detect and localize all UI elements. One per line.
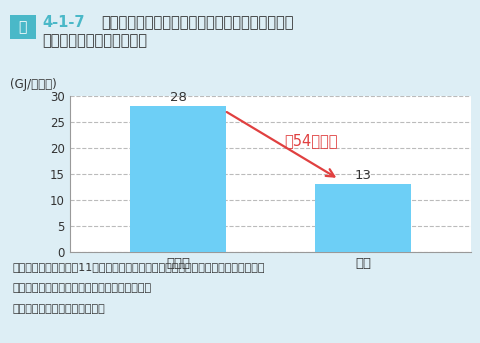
Text: 年間冷暖房エネルギー消費量の高断熱高気密住宅: 年間冷暖房エネルギー消費量の高断熱高気密住宅 [101, 15, 293, 30]
Text: 資料：国土交通省資料より作成: 資料：国土交通省資料より作成 [12, 304, 105, 314]
Text: と無断熱住宅における比較: と無断熱住宅における比較 [42, 33, 147, 48]
Text: 約54％削減: 約54％削減 [283, 133, 337, 148]
Text: 13: 13 [354, 169, 371, 182]
Text: 注：省エネ基準（平成11年基準）で断熱した住宅と無断熱住宅（いずれも戸建て）: 注：省エネ基準（平成11年基準）で断熱した住宅と無断熱住宅（いずれも戸建て） [12, 262, 264, 272]
Text: 28: 28 [169, 91, 186, 104]
Bar [314, 185, 410, 252]
Text: 図: 図 [19, 20, 27, 34]
Bar [130, 106, 226, 252]
Text: 4-1-7: 4-1-7 [42, 15, 84, 31]
Text: (GJ/年・戸): (GJ/年・戸) [10, 78, 56, 91]
Text: について、いくつかの仮定のもとで試算。: について、いくつかの仮定のもとで試算。 [12, 283, 151, 293]
